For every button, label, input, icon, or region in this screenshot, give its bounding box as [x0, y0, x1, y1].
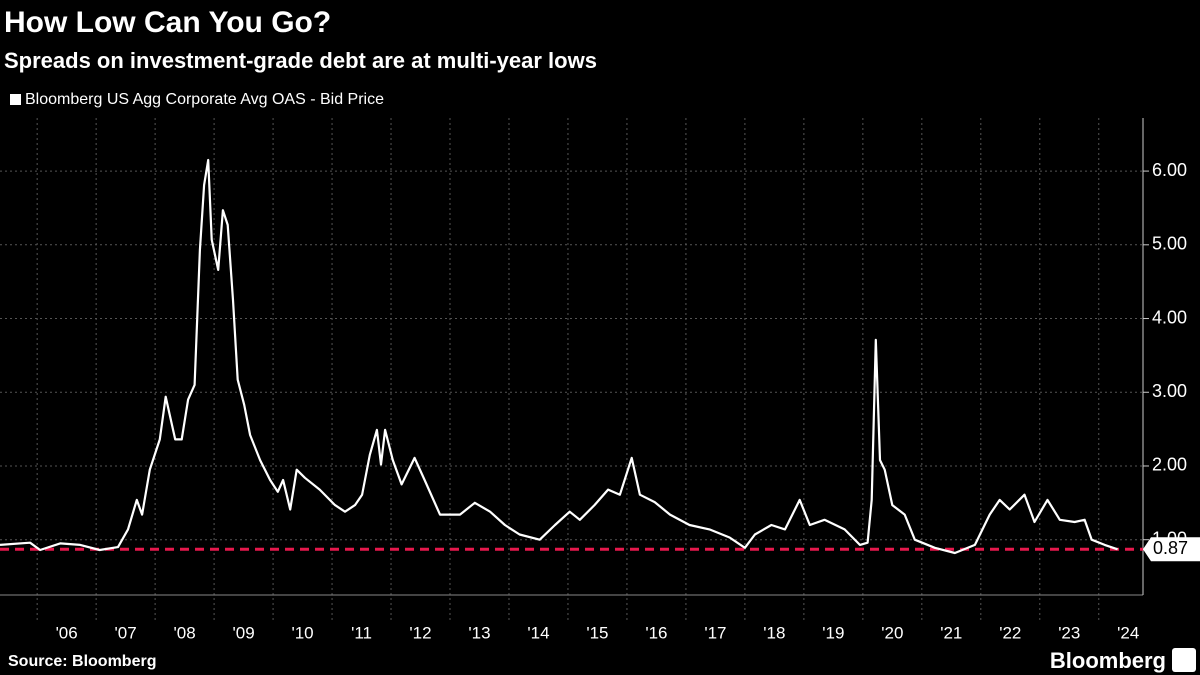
brand-logo: Bloomberg: [1050, 648, 1166, 673]
legend-label: Bloomberg US Agg Corporate Avg OAS - Bid…: [25, 91, 384, 108]
data-line: [0, 158, 1118, 555]
source: Source: Bloomberg: [8, 653, 156, 670]
x-tick-label: '20: [881, 623, 903, 642]
x-tick-label: '12: [409, 623, 431, 642]
x-tick-label: '07: [115, 623, 137, 642]
x-tick-label: '11: [351, 623, 372, 642]
x-tick-label: '09: [233, 623, 255, 642]
x-tick-label: '21: [940, 623, 962, 642]
x-tick-label: '08: [174, 623, 196, 642]
value-flag: [1143, 537, 1200, 562]
x-tick-label: '24: [1117, 623, 1139, 642]
x-tick-label: '10: [291, 623, 313, 642]
chart-title: How Low Can You Go?: [4, 6, 331, 39]
x-tick-label: '23: [1058, 623, 1080, 642]
x-tick-label: '17: [704, 623, 726, 642]
y-tick-label: 4.00: [1152, 307, 1187, 327]
x-tick-label: '14: [527, 623, 549, 642]
legend-swatch: [10, 94, 21, 105]
x-tick-label: '18: [763, 623, 785, 642]
y-tick-label: 6.00: [1152, 160, 1187, 180]
x-tick-label: '06: [56, 623, 78, 642]
y-tick-label: 5.00: [1152, 234, 1187, 254]
value-flag-label: 0.87: [1153, 538, 1188, 558]
chart-subtitle: Spreads on investment-grade debt are at …: [4, 48, 597, 73]
y-tick-label: 3.00: [1152, 381, 1187, 401]
x-tick-label: '13: [468, 623, 490, 642]
y-tick-label: 2.00: [1152, 455, 1187, 475]
x-tick-label: '19: [822, 623, 844, 642]
x-tick-label: '22: [999, 623, 1021, 642]
x-tick-label: '16: [645, 623, 667, 642]
brand-icon: [1172, 648, 1196, 672]
x-tick-label: '15: [586, 623, 608, 642]
